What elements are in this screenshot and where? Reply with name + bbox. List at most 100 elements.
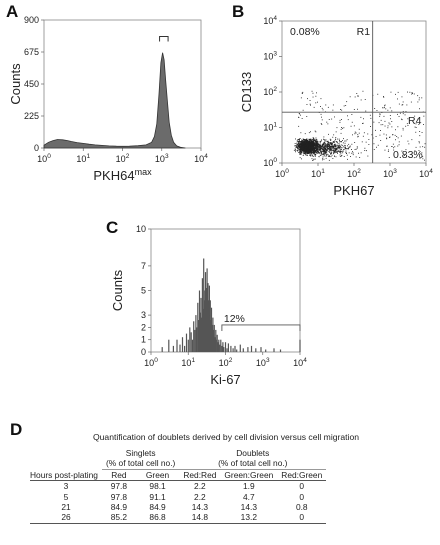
scatter-point-b xyxy=(331,148,333,150)
scatter-point-b xyxy=(311,146,313,148)
scatter-point-b xyxy=(304,141,306,143)
scatter-point-b xyxy=(334,144,335,146)
scatter-point-b xyxy=(307,151,309,153)
scatter-point-b xyxy=(386,145,388,147)
scatter-point-b xyxy=(310,146,312,148)
scatter-point-b xyxy=(313,155,315,157)
scatter-point-b xyxy=(346,139,348,141)
scatter-point-b xyxy=(310,143,312,144)
scatter-point-b xyxy=(418,97,420,99)
scatter-point-b xyxy=(313,146,315,147)
scatter-point-b xyxy=(297,146,299,148)
scatter-point-b xyxy=(308,147,309,149)
scatter-point-b xyxy=(396,136,398,137)
scatter-point-b xyxy=(302,147,304,149)
scatter-point-b xyxy=(389,107,391,109)
scatter-point-b xyxy=(360,116,362,118)
scatter-point-b xyxy=(334,140,336,142)
scatter-point-b xyxy=(303,138,305,140)
scatter-point-b xyxy=(323,154,325,156)
scatter-point-b xyxy=(327,148,328,149)
scatter-point-b xyxy=(331,118,333,120)
scatter-point-b xyxy=(356,147,358,149)
scatter-point-b xyxy=(300,147,301,149)
scatter-point-b xyxy=(308,138,310,140)
scatter-point-b xyxy=(409,91,411,93)
scatter-point-b xyxy=(383,133,385,135)
scatter-point-b xyxy=(326,143,328,145)
scatter-point-b xyxy=(302,148,303,150)
cell-redgreen: 0.8 xyxy=(295,502,308,513)
scatter-point-b xyxy=(298,143,299,144)
scatter-point-b xyxy=(317,145,319,146)
scatter-point-b xyxy=(335,148,337,149)
scatter-point-b xyxy=(334,151,336,153)
scatter-point-b xyxy=(331,142,333,144)
scatter-point-b xyxy=(321,119,323,121)
scatter-point-b xyxy=(302,142,304,144)
scatter-point-b xyxy=(313,138,314,140)
scatter-point-b xyxy=(328,149,330,151)
scatter-point-b xyxy=(332,141,334,142)
scatter-point-b xyxy=(311,139,313,141)
scatter-point-b xyxy=(356,146,358,148)
scatter-point-b xyxy=(324,142,326,144)
cell-redred: 14.3 xyxy=(191,502,209,513)
scatter-point-b xyxy=(302,143,304,145)
scatter-point-b xyxy=(314,155,316,157)
scatter-point-b xyxy=(315,145,317,146)
x-tick-label-a: 100 xyxy=(37,153,51,164)
scatter-point-b xyxy=(373,121,375,123)
singlets-title: Singlets xyxy=(125,448,156,458)
scatter-point-b xyxy=(344,140,346,142)
scatter-point-b xyxy=(397,98,398,100)
col-header-green: Green xyxy=(145,469,170,480)
scatter-point-b xyxy=(310,149,312,151)
scatter-point-b xyxy=(315,143,317,145)
scatter-point-b xyxy=(314,149,316,151)
scatter-point-b xyxy=(301,146,303,148)
scatter-point-b xyxy=(343,148,345,150)
scatter-point-b xyxy=(306,139,308,141)
scatter-point-b xyxy=(397,113,398,115)
scatter-point-b xyxy=(311,142,313,144)
scatter-point-b xyxy=(305,148,307,150)
scatter-point-b xyxy=(312,138,314,140)
scatter-point-b xyxy=(298,144,300,146)
scatter-point-b xyxy=(323,151,325,153)
scatter-point-b xyxy=(313,139,314,141)
scatter-point-b xyxy=(302,146,304,148)
scatter-point-b xyxy=(313,151,315,153)
scatter-point-b xyxy=(304,148,306,150)
scatter-point-b xyxy=(326,149,328,151)
scatter-point-b xyxy=(324,141,325,143)
scatter-point-b xyxy=(375,136,377,137)
scatter-point-b xyxy=(315,150,317,152)
x-axis-label-b: PKH67 xyxy=(333,183,374,198)
scatter-point-b xyxy=(316,139,318,141)
scatter-point-b xyxy=(410,101,412,103)
scatter-point-b xyxy=(316,152,318,153)
scatter-point-b xyxy=(298,143,300,145)
scatter-point-b xyxy=(333,145,335,147)
scatter-point-b xyxy=(338,138,340,140)
scatter-point-b xyxy=(340,152,342,154)
scatter-point-b xyxy=(325,152,326,153)
scatter-point-b xyxy=(415,131,417,133)
scatter-point-b xyxy=(300,145,302,147)
scatter-point-b xyxy=(372,137,374,139)
scatter-point-b xyxy=(301,144,302,145)
scatter-point-b xyxy=(314,142,316,144)
scatter-point-b xyxy=(417,95,419,97)
scatter-point-b xyxy=(301,148,303,150)
scatter-point-b xyxy=(303,150,304,152)
scatter-point-b xyxy=(315,131,317,133)
scatter-point-b xyxy=(339,150,340,152)
y-tick-label-b: 101 xyxy=(263,122,277,133)
scatter-point-b xyxy=(316,149,318,151)
scatter-point-b xyxy=(313,145,315,147)
scatter-point-b xyxy=(299,141,301,143)
scatter-point-b xyxy=(417,101,419,103)
scatter-point-b xyxy=(354,133,356,135)
y-tick-label-c: 2 xyxy=(141,322,146,332)
